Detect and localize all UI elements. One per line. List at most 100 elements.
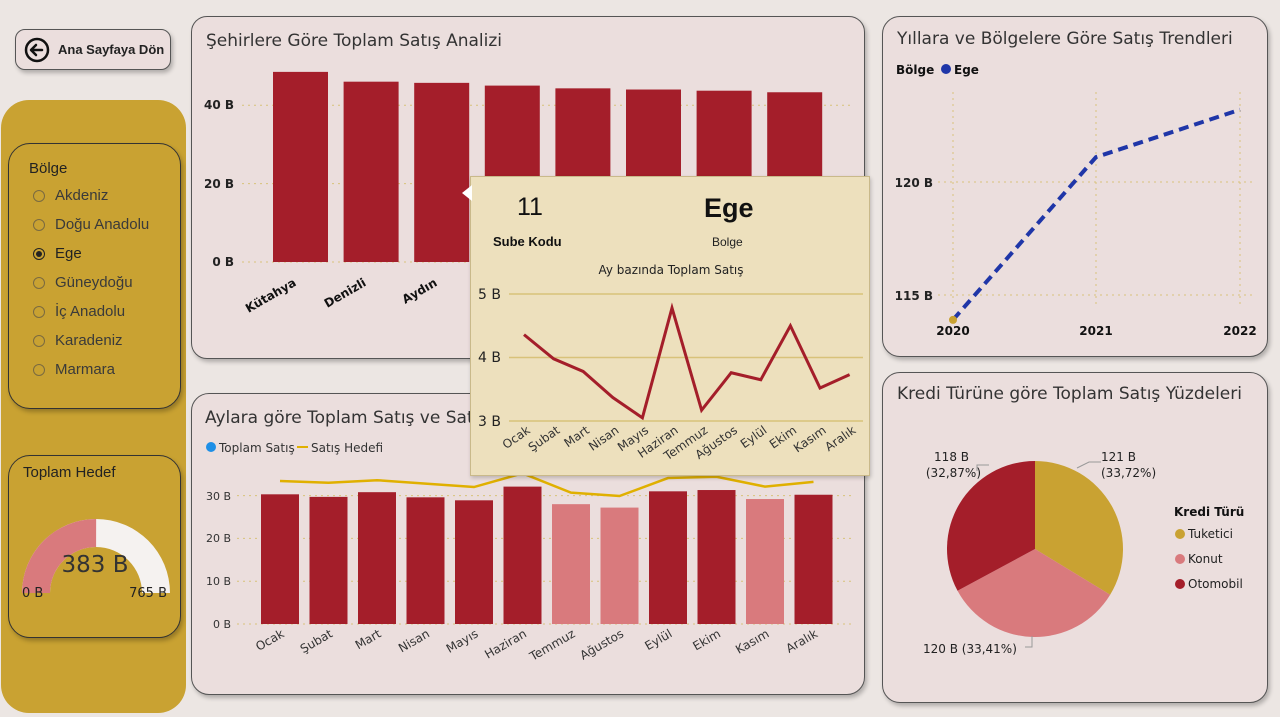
month-bar[interactable] xyxy=(406,497,445,624)
legend-marker xyxy=(1175,529,1185,539)
legend-label: Tuketici xyxy=(1187,527,1233,541)
x-tick-label: Denizli xyxy=(322,275,369,310)
slicer-option-label: Güneydoğu xyxy=(55,274,133,291)
pie-legend-title: Kredi Türü xyxy=(1174,505,1244,519)
y-tick-label: 3 B xyxy=(478,414,501,430)
trend-point xyxy=(949,315,957,324)
slicer-option-guneydogu[interactable]: Güneydoğu xyxy=(33,274,133,291)
slicer-option-ic-anadolu[interactable]: İç Anadolu xyxy=(33,303,125,320)
x-tick-label: Aralık xyxy=(783,626,820,655)
month-bar[interactable] xyxy=(552,504,590,624)
legend-label: Toplam Satış xyxy=(218,441,295,455)
slicer-option-karadeniz[interactable]: Karadeniz xyxy=(33,332,123,349)
pie-chart-title: Kredi Türüne göre Toplam Satış Yüzdeleri xyxy=(897,384,1242,404)
month-bar[interactable] xyxy=(309,496,348,624)
month-bar[interactable] xyxy=(358,492,396,624)
x-tick-label: Eylül xyxy=(642,626,674,653)
trend-line-chart: Bölge Ege 115 B 120 B 2020 2021 2022 xyxy=(895,63,1257,338)
month-bar[interactable] xyxy=(503,486,542,624)
x-tick-label: Mart xyxy=(353,626,384,652)
gauge-max-label: 765 B xyxy=(129,586,167,601)
month-bar[interactable] xyxy=(649,491,687,624)
legend-marker xyxy=(1175,554,1185,564)
monthly-chart-title: Aylara göre Toplam Satış ve Satış Hedefi xyxy=(205,408,548,428)
radio-icon xyxy=(33,189,45,202)
gauge-value-label: 383 B xyxy=(62,552,129,578)
slicer-option-label: Ege xyxy=(55,245,82,262)
month-bar[interactable] xyxy=(746,499,784,624)
month-bar[interactable] xyxy=(794,494,833,624)
slicer-option-label: Doğu Anadolu xyxy=(55,216,150,233)
x-tick-label: Mayıs xyxy=(444,626,481,655)
gauge-chart: 383 B 0 B 765 B xyxy=(22,519,170,601)
month-bar[interactable] xyxy=(261,494,299,624)
slicer-option-marmara[interactable]: Marmara xyxy=(33,361,115,378)
x-tick-label: Ekim xyxy=(690,626,723,653)
slicer-option-label: Akdeniz xyxy=(55,187,109,204)
legend-label: Satış Hedefi xyxy=(311,441,383,455)
x-tick-label: Nisan xyxy=(586,423,621,454)
y-tick-label: 4 B xyxy=(478,350,501,366)
trend-line-ege xyxy=(951,107,1241,322)
x-tick-label: Eylül xyxy=(738,423,770,451)
pie-label: 118 B xyxy=(934,450,969,464)
month-bar[interactable] xyxy=(455,500,493,624)
pie-label: 120 B (33,41%) xyxy=(923,642,1017,656)
pie-slice[interactable] xyxy=(947,461,1035,591)
monthly-sales-line xyxy=(523,302,851,421)
y-tick-label: 20 B xyxy=(204,177,234,191)
radio-icon xyxy=(33,305,45,318)
x-tick-label: Ağustos xyxy=(577,626,626,662)
trend-card: Yıllara ve Bölgelere Göre Satış Trendler… xyxy=(882,16,1268,357)
back-button-label: Ana Sayfaya Dön xyxy=(58,42,165,57)
legend-marker xyxy=(941,64,951,74)
x-tick-label: Kütahya xyxy=(243,275,298,315)
branch-code-value: 11 xyxy=(517,193,543,221)
legend-marker xyxy=(206,442,216,452)
slicer-option-ege[interactable]: Ege xyxy=(33,245,82,262)
month-bar[interactable] xyxy=(697,490,736,624)
y-tick-label: 120 B xyxy=(895,176,933,190)
slicer-option-dogu-anadolu[interactable]: Doğu Anadolu xyxy=(33,216,149,233)
label-leader xyxy=(976,464,989,471)
gauge-value-arc xyxy=(22,519,97,593)
y-tick-label: 0 B xyxy=(212,255,234,269)
legend-marker xyxy=(1175,579,1185,589)
tooltip-pointer xyxy=(462,185,472,201)
y-tick-label: 5 B xyxy=(478,287,501,303)
city-bar[interactable] xyxy=(343,81,399,263)
pie-slice[interactable] xyxy=(1035,461,1123,595)
x-tick-label: Haziran xyxy=(482,626,529,661)
y-tick-label: 20 B xyxy=(206,532,231,545)
loan-type-pie-chart: 121 B (33,72%) 120 B (33,41%) 118 B (32,… xyxy=(923,450,1244,656)
pie-slice[interactable] xyxy=(957,549,1111,637)
radio-icon xyxy=(33,218,45,231)
y-tick-label: 0 B xyxy=(213,618,231,631)
arrow-left-circle-icon xyxy=(24,37,50,62)
slicer-option-akdeniz[interactable]: Akdeniz xyxy=(33,187,108,204)
pie-label: (33,72%) xyxy=(1101,466,1156,480)
x-tick-label: 2020 xyxy=(936,324,969,338)
back-to-home-button[interactable]: Ana Sayfaya Dön xyxy=(15,29,171,70)
y-tick-label: 10 B xyxy=(206,575,231,588)
pie-label: 121 B xyxy=(1101,450,1136,464)
region-label: Bolge xyxy=(712,235,743,249)
label-leader xyxy=(1076,461,1101,469)
city-chart-title: Şehirlere Göre Toplam Satış Analizi xyxy=(206,31,503,51)
x-tick-label: Kasım xyxy=(733,626,771,656)
x-tick-label: Aralık xyxy=(822,423,858,454)
x-tick-label: Temmuz xyxy=(526,626,577,664)
x-tick-label: 2022 xyxy=(1223,324,1256,338)
loan-type-card: Kredi Türüne göre Toplam Satış Yüzdeleri… xyxy=(882,372,1268,703)
city-bar[interactable] xyxy=(273,71,328,262)
legend-label: Otomobil xyxy=(1188,577,1243,591)
city-bar[interactable] xyxy=(414,82,470,262)
y-tick-label: 40 B xyxy=(204,98,234,112)
slicer-option-label: İç Anadolu xyxy=(55,303,126,320)
x-tick-label: Nisan xyxy=(396,626,432,655)
month-bar[interactable] xyxy=(600,507,639,624)
x-tick-label: Ocak xyxy=(253,626,286,653)
slicer-header: Bölge xyxy=(29,160,68,177)
y-tick-label: 115 B xyxy=(895,289,933,303)
legend-label: Ege xyxy=(954,63,979,77)
